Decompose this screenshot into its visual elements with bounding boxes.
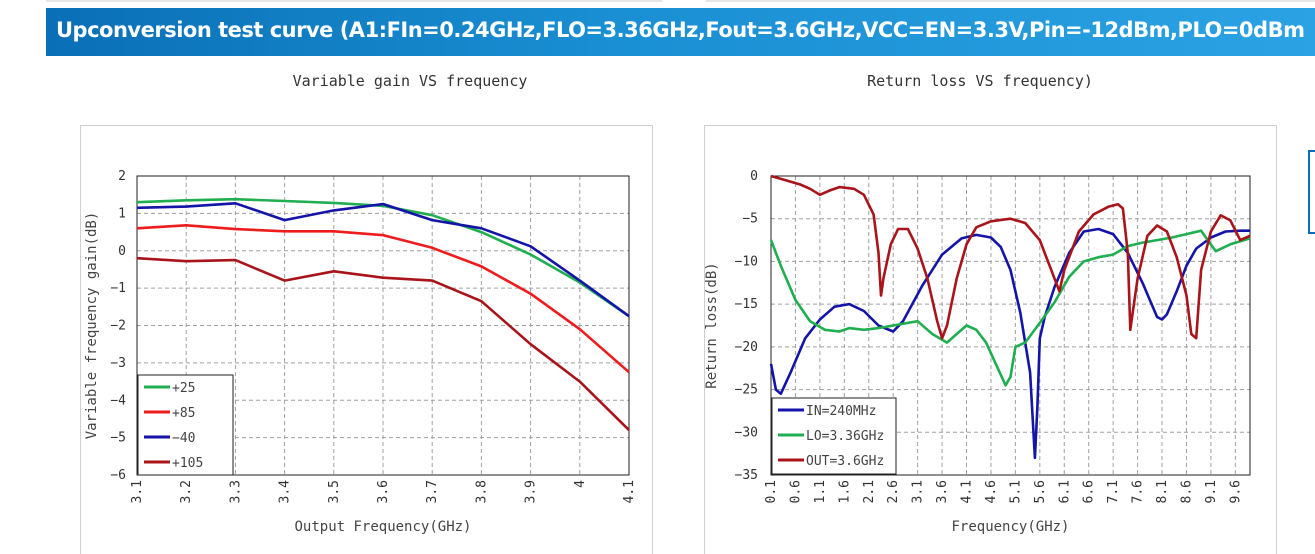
y-tick-label: −4 [110, 393, 126, 408]
series-line-2 [136, 202, 630, 318]
y-tick-label: −10 [735, 254, 758, 269]
x-tick-label: 3.1 [130, 480, 145, 503]
y-tick-label: −1 [110, 281, 126, 296]
series-line-3 [136, 256, 630, 432]
x-tick-label: 8.1 [1155, 480, 1170, 503]
x-tick-label: 2.1 [862, 480, 877, 503]
x-tick-label: 1.1 [813, 480, 828, 503]
x-tick-label: 8.6 [1179, 480, 1194, 503]
rl-panel-right-border [1276, 125, 1277, 554]
legend-label-3: +105 [172, 456, 203, 471]
x-tick-label: 6.1 [1057, 480, 1072, 503]
x-tick-label: 3.9 [524, 480, 539, 503]
legend-label-2: −40 [172, 431, 195, 446]
y-tick-label: 2 [118, 169, 126, 184]
legend-box [137, 374, 234, 476]
gain-panel-top-border [80, 125, 652, 126]
legend-label-2: OUT=3.6GHz [806, 454, 884, 469]
y-tick-label: −20 [735, 340, 758, 355]
chart-0: 3.1 3.2 3.3 3.4 3.5 3.6 3.7 3.8 3.9 4 4.1 2 1 0 −1 −2 −3… [84, 169, 637, 535]
x-tick-label: 0.6 [788, 480, 803, 503]
series-line-0 [136, 197, 630, 318]
y-tick-label: −15 [735, 297, 758, 312]
side-tab [1308, 150, 1315, 234]
gain-panel-right-border [652, 125, 653, 554]
y-tick-label: 0 [118, 244, 126, 259]
y-axis-label: Variable frequency gain(dB) [84, 212, 100, 440]
x-tick-label: 3.3 [228, 480, 243, 503]
y-tick-label: −5 [742, 212, 758, 227]
x-tick-label: 3.1 [911, 480, 926, 503]
y-tick-label: −2 [110, 319, 126, 334]
rl-panel-top-border [704, 125, 1276, 126]
x-tick-label: 5.6 [1033, 480, 1048, 503]
x-tick-label: 1.6 [837, 480, 852, 503]
x-tick-label: 4.1 [960, 480, 975, 503]
y-tick-label: −5 [110, 431, 126, 446]
x-tick-label: 6.6 [1082, 480, 1097, 503]
y-tick-label: 0 [750, 169, 758, 184]
x-tick-label: 3.5 [327, 480, 342, 503]
x-tick-label: 4.6 [984, 480, 999, 503]
y-tick-label: −3 [110, 356, 126, 371]
top-divider-left [46, 0, 662, 2]
y-axis-label: Return loss(dB) [704, 262, 720, 388]
x-tick-label: 7.6 [1131, 480, 1146, 503]
x-axis-label: Frequency(GHz) [951, 519, 1069, 535]
y-tick-label: −35 [735, 468, 758, 483]
plot-frame [136, 175, 630, 476]
x-axis-label: Output Frequency(GHz) [294, 519, 471, 535]
plot-frame [770, 175, 1251, 476]
x-tick-label: 9.1 [1204, 480, 1219, 503]
x-tick-label: 9.6 [1228, 480, 1243, 503]
series-line-1 [136, 224, 630, 374]
y-tick-label: −6 [110, 468, 126, 483]
legend-label-1: LO=3.36GHz [806, 429, 884, 444]
x-tick-label: 3.6 [935, 480, 950, 503]
x-tick-label: 3.7 [425, 480, 440, 503]
gain-chart-title: Variable gain VS frequency [292, 72, 528, 90]
legend-label-0: IN=240MHz [806, 404, 876, 419]
banner-title: Upconversion test curve (A1:FIn=0.24GHz,… [56, 18, 1305, 42]
series-line-0 [769, 227, 1250, 460]
x-tick-label: 5.1 [1008, 480, 1023, 503]
return-loss-chart-title: Return loss VS frequency) [867, 72, 1093, 90]
top-divider-right [706, 0, 1315, 2]
series-line-2 [770, 174, 1251, 340]
x-tick-label: 0.1 [764, 480, 779, 503]
y-tick-label: 1 [118, 206, 126, 221]
legend-label-0: +25 [172, 381, 195, 396]
x-tick-label: 4.1 [622, 480, 637, 503]
legend-label-1: +85 [172, 406, 195, 421]
x-tick-label: 7.1 [1106, 480, 1121, 503]
chart-1: 0.1 0.6 1.1 1.6 2.1 2.6 3.1 3.6 4.1 4.6 5.1 5.6 6.1 6… [704, 169, 1251, 535]
gain-panel-left-border [80, 125, 81, 554]
x-tick-label: 3.8 [474, 480, 489, 503]
x-tick-label: 4 [573, 480, 588, 488]
x-tick-label: 2.6 [886, 480, 901, 503]
x-tick-label: 3.2 [179, 480, 194, 503]
rl-panel-left-border [704, 125, 705, 554]
y-tick-label: −25 [735, 383, 758, 398]
series-line-1 [769, 229, 1251, 387]
title-banner: Upconversion test curve (A1:FIn=0.24GHz,… [46, 8, 1315, 56]
x-tick-label: 3.4 [278, 480, 293, 504]
y-tick-label: −30 [735, 425, 758, 440]
x-tick-label: 3.6 [376, 480, 391, 503]
